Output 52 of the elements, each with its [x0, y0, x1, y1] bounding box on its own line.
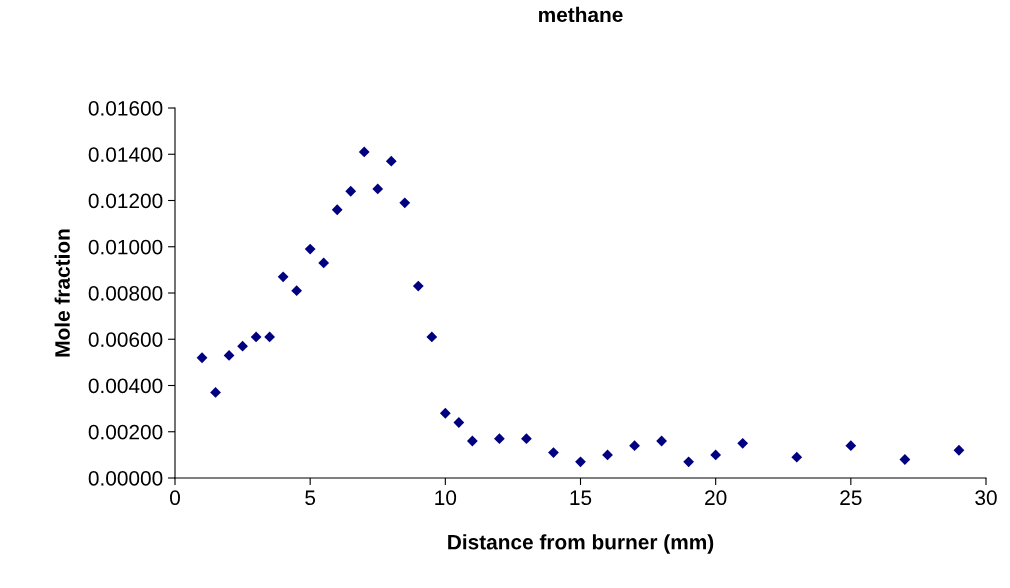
point: [358, 146, 370, 158]
y-tick-label: 0.00400: [88, 378, 163, 394]
x-tick-label: 5: [305, 490, 316, 506]
point: [331, 204, 343, 216]
y-tick-label: 0.01200: [88, 193, 163, 209]
point: [345, 185, 357, 197]
point: [953, 444, 965, 456]
point: [210, 387, 221, 398]
y-tick-label: 0.00800: [88, 286, 163, 301]
point: [250, 331, 262, 343]
x-axis-title: Distance from burner (mm): [448, 534, 714, 554]
point: [602, 449, 613, 461]
point: [399, 197, 411, 209]
point: [521, 433, 532, 445]
point: [412, 280, 424, 292]
y-axis-title: Mole fraction: [54, 229, 70, 357]
x-tick-label: 25: [840, 490, 862, 506]
point: [683, 456, 695, 468]
point: [372, 183, 384, 195]
point: [223, 350, 235, 361]
point: [291, 285, 303, 297]
point: [494, 433, 505, 445]
point: [845, 440, 857, 451]
y-tick-label: 0.01600: [88, 101, 163, 116]
point: [426, 331, 438, 343]
point: [737, 437, 749, 449]
point: [710, 449, 722, 461]
x-tick-label: 0: [170, 490, 180, 506]
chart-title: methane: [539, 6, 623, 23]
point: [791, 451, 803, 463]
point: [548, 447, 559, 458]
point: [466, 435, 478, 447]
point: [453, 417, 465, 428]
x-tick-label: 30: [975, 490, 997, 506]
point: [196, 352, 208, 364]
y-tick-label: 0.00600: [88, 332, 163, 347]
point: [629, 440, 640, 451]
x-tick-label: 20: [705, 490, 727, 506]
point: [318, 257, 330, 269]
y-tick-label: 0.01000: [88, 239, 163, 255]
point: [304, 243, 316, 255]
y-tick-label: 0.00200: [88, 424, 163, 440]
point: [264, 331, 275, 343]
x-tick-label: 10: [435, 490, 457, 506]
point: [237, 340, 248, 352]
y-tick-label: 0.01400: [88, 147, 163, 162]
point: [385, 155, 397, 167]
point: [439, 407, 451, 419]
x-tick-label: 15: [570, 490, 592, 506]
point: [277, 271, 289, 283]
y-tick-label: 0.00000: [88, 471, 163, 486]
point: [575, 456, 586, 468]
